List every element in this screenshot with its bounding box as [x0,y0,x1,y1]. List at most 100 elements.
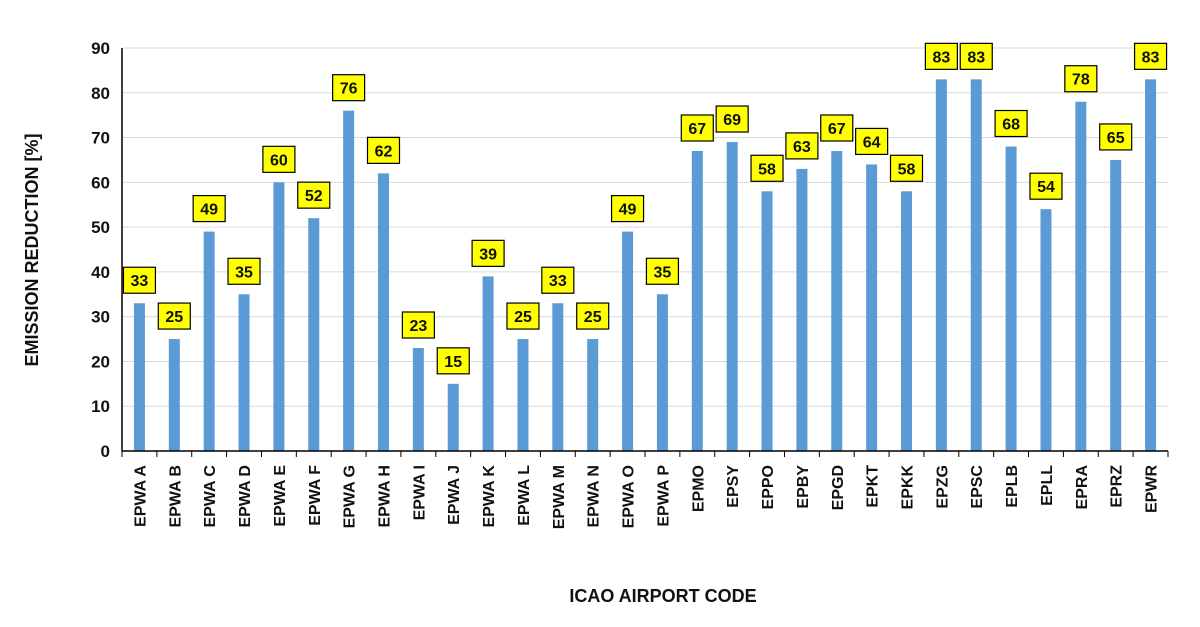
data-label: 63 [793,139,811,156]
data-label: 58 [758,161,776,178]
data-label: 78 [1072,72,1090,89]
data-label-box [366,136,401,164]
bar [133,303,145,451]
data-label-box [610,194,645,223]
bar [168,339,180,451]
x-tick-label: EPWA G [342,465,359,528]
data-label: 67 [688,121,706,138]
data-label: 58 [898,161,916,178]
x-tick-label: EPWA E [272,465,289,527]
data-label: 67 [828,121,846,138]
data-label-box [1029,172,1063,200]
data-label-box [1099,123,1133,151]
y-tick-label: 20 [91,352,110,371]
data-label-box [436,347,470,375]
x-tick-label: EPWA L [516,465,533,526]
data-label-box [994,109,1028,138]
x-tick-label: EPWA O [621,465,638,528]
data-label: 25 [514,309,532,326]
x-tick-label: EPWA N [586,465,603,528]
bar [901,191,912,452]
data-label: 35 [654,264,672,281]
bar [1110,159,1122,451]
data-label: 49 [619,202,637,219]
data-label: 83 [932,49,950,66]
bar [308,218,320,451]
data-label-box [750,154,784,182]
x-tick-label: EPRZ [1109,465,1126,508]
y-tick-label: 90 [91,39,110,58]
x-axis-title: ICAO AIRPORT CODE [569,586,756,606]
data-label-box [262,145,296,173]
bar [1075,101,1087,451]
grid-lines [122,47,1168,407]
data-labels: 33 25 49 35 60 52 76 62 23 15 39 25 33 25 49 35 67 69 58 63… [122,42,1168,375]
data-label-box [889,154,924,182]
data-label-box [122,266,157,294]
bar [796,168,808,451]
data-label: 33 [131,273,149,290]
data-label: 65 [1107,130,1125,147]
bar [238,294,250,451]
x-tick-labels: EPWA A EPWA B EPWA C EPWA D EPWA E EPWA F EPWA… [132,465,1160,530]
data-label-box [541,266,575,294]
data-label: 33 [549,273,567,290]
data-label-box [715,105,749,133]
bar [482,276,494,451]
x-tick-label: EPKK [900,465,917,510]
axes [121,48,1169,457]
x-tick-label: EPWA C [202,465,219,528]
data-label-box [401,311,435,339]
x-tick-label: EPLL [1039,465,1056,506]
x-tick-label: EPWA B [167,465,184,528]
bar [447,383,459,451]
data-label: 68 [1002,117,1020,134]
data-label: 54 [1037,179,1055,196]
data-label-box [227,257,261,285]
bar [517,339,529,451]
data-label-box [297,181,331,209]
data-label: 69 [723,112,741,129]
bar [587,339,599,451]
x-tick-label: EPBY [795,465,812,509]
bar [412,348,424,451]
data-label: 23 [409,318,427,335]
x-tick-label: EPWA P [655,465,672,527]
x-tick-label: EPWA J [446,465,463,525]
x-tick-label: EPSC [969,465,986,509]
data-label-box [680,114,714,142]
x-tick-label: EPWA H [377,465,394,528]
bar [378,173,389,451]
x-tick-label: EPKT [865,465,882,508]
y-tick-label: 10 [91,397,110,416]
data-label-box [855,127,889,156]
data-label-box [785,132,819,160]
y-tick-label: 40 [91,263,110,282]
data-label-box [192,194,226,223]
bars [133,79,1157,452]
data-label: 35 [235,264,253,281]
bar [1005,146,1017,451]
data-label: 25 [165,309,183,326]
y-axis-title: EMISSION REDUCTION [%] [22,133,42,366]
y-tick-label: 0 [101,442,110,461]
bar [203,231,215,451]
x-tick-label: EPWA M [551,465,568,529]
bar [970,79,982,451]
bar [273,182,285,452]
data-label-box [506,302,540,330]
bar [1145,79,1157,451]
y-tick-label: 80 [91,84,110,103]
data-label: 64 [863,134,881,151]
data-label: 83 [1142,49,1160,66]
data-label-box [924,42,958,70]
bar [935,79,947,451]
data-label-box [332,74,366,102]
bar [726,142,738,452]
x-tick-label: EPWA I [411,465,428,520]
data-label-box [1064,65,1098,93]
data-label-box [157,302,191,330]
data-label: 62 [375,143,393,160]
data-label-box [471,239,505,267]
